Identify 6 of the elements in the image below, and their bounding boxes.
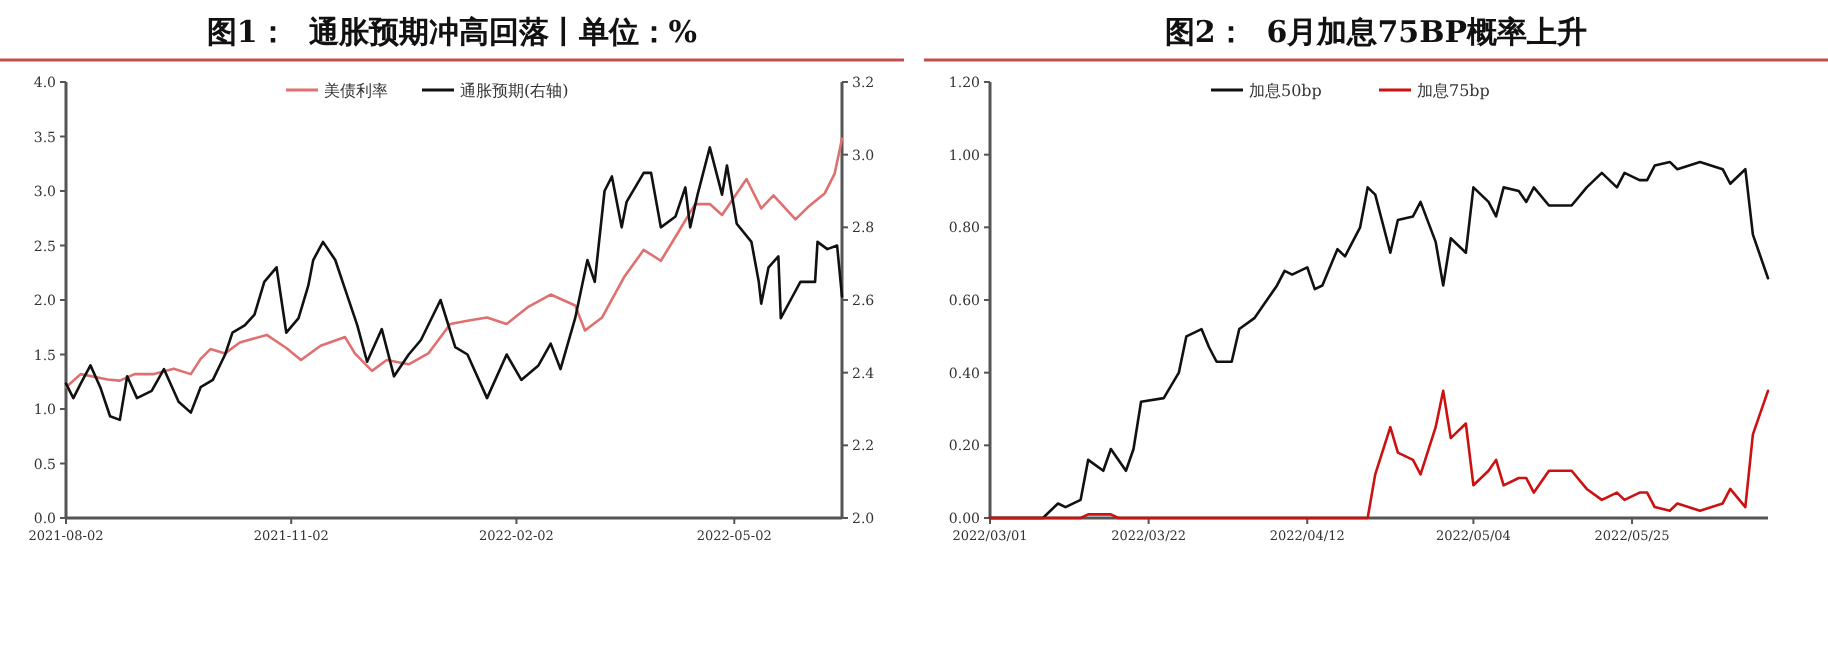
chart-title: 图2： 6月加息75BP概率上升 [1164, 14, 1588, 50]
legend-label: 通胀预期(右轴) [460, 82, 569, 100]
legend-label: 加息75bp [1417, 82, 1490, 100]
chart-title: 图1： 通胀预期冲高回落丨单位：% [206, 14, 698, 50]
legend-label: 加息50bp [1249, 82, 1322, 100]
legend-label: 美债利率 [324, 82, 388, 100]
